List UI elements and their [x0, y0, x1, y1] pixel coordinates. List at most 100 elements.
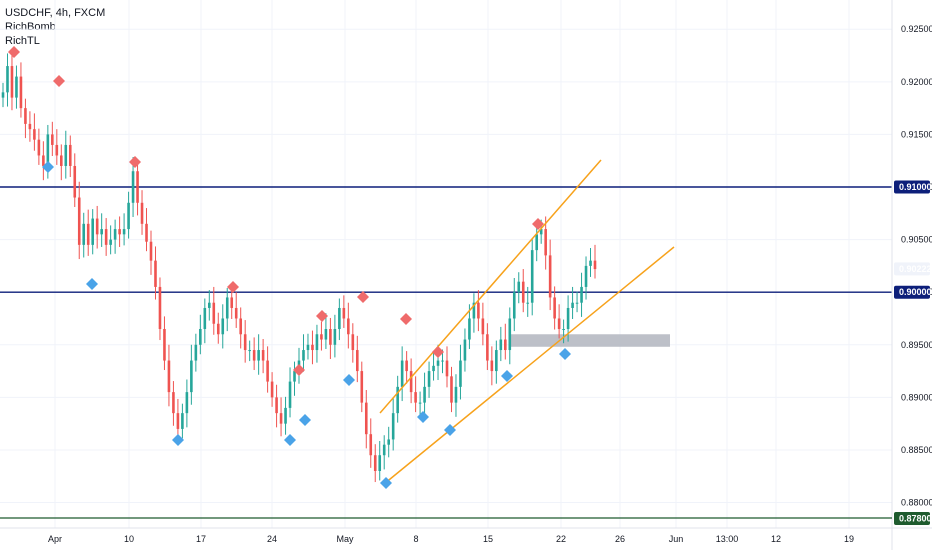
- candle-body-up[interactable]: [293, 371, 296, 382]
- candle-body-up[interactable]: [432, 365, 435, 372]
- candle-body-down[interactable]: [216, 323, 220, 335]
- candle-body-up[interactable]: [580, 286, 583, 303]
- candle-body-up[interactable]: [315, 334, 319, 351]
- candle-body-up[interactable]: [288, 381, 292, 408]
- candle-body-up[interactable]: [539, 229, 543, 235]
- candle-body-down[interactable]: [414, 392, 417, 403]
- candle-body-down[interactable]: [104, 229, 108, 245]
- candle-body-down[interactable]: [10, 66, 14, 98]
- candle-body-up[interactable]: [387, 439, 390, 445]
- bomb-marker-top[interactable]: [8, 46, 20, 58]
- candle-body-down[interactable]: [68, 144, 72, 166]
- candle-body-down[interactable]: [266, 360, 269, 382]
- candle-body-up[interactable]: [508, 318, 512, 351]
- candle-body-down[interactable]: [167, 360, 171, 393]
- candle-body-down[interactable]: [320, 334, 323, 340]
- candle-body-down[interactable]: [275, 397, 278, 414]
- candle-body-down[interactable]: [409, 371, 413, 393]
- candle-body-up[interactable]: [463, 339, 467, 361]
- candle-body-down[interactable]: [154, 260, 157, 287]
- bomb-marker-bottom[interactable]: [86, 278, 98, 290]
- candle-body-up[interactable]: [436, 360, 440, 366]
- candle-body-down[interactable]: [136, 171, 139, 203]
- candle-body-down[interactable]: [158, 286, 162, 330]
- candle-body-down[interactable]: [481, 318, 485, 335]
- candle-body-down[interactable]: [55, 144, 59, 156]
- candle-body-up[interactable]: [203, 307, 207, 330]
- candle-body-up[interactable]: [15, 76, 18, 98]
- candle-body-up[interactable]: [378, 455, 382, 471]
- candle-body-down[interactable]: [28, 123, 32, 130]
- candle-body-down[interactable]: [279, 413, 283, 424]
- candle-body-up[interactable]: [530, 250, 534, 303]
- candle-body-up[interactable]: [441, 360, 444, 362]
- bomb-marker-bottom[interactable]: [172, 434, 184, 446]
- candle-body-down[interactable]: [24, 108, 27, 124]
- candle-body-down[interactable]: [252, 350, 256, 361]
- candle-body-up[interactable]: [221, 318, 225, 335]
- candle-body-up[interactable]: [100, 229, 103, 235]
- candle-body-down[interactable]: [490, 360, 494, 372]
- candle-body-up[interactable]: [333, 329, 337, 345]
- candle-body-down[interactable]: [342, 307, 346, 319]
- candle-body-up[interactable]: [6, 66, 9, 93]
- bomb-marker-bottom[interactable]: [417, 411, 429, 423]
- candle-body-up[interactable]: [418, 402, 422, 404]
- candle-body-down[interactable]: [230, 297, 234, 308]
- candle-body-down[interactable]: [347, 318, 350, 335]
- candle-body-up[interactable]: [1, 92, 5, 98]
- candle-body-up[interactable]: [454, 386, 458, 403]
- candle-body-down[interactable]: [239, 318, 242, 335]
- bomb-marker-top[interactable]: [227, 281, 239, 293]
- candle-body-down[interactable]: [145, 223, 148, 242]
- candle-body-down[interactable]: [356, 350, 359, 372]
- candle-body-down[interactable]: [557, 318, 561, 330]
- candle-body-up[interactable]: [468, 318, 471, 340]
- candle-body-down[interactable]: [176, 413, 180, 429]
- bomb-marker-bottom[interactable]: [501, 370, 513, 382]
- candle-body-up[interactable]: [584, 265, 588, 287]
- candle-body-down[interactable]: [486, 334, 489, 361]
- candle-body-up[interactable]: [562, 329, 565, 331]
- candle-body-down[interactable]: [360, 371, 364, 403]
- candle-body-down[interactable]: [33, 129, 36, 140]
- candle-body-up[interactable]: [589, 260, 592, 266]
- candle-body-down[interactable]: [450, 376, 453, 403]
- candle-body-down[interactable]: [234, 307, 238, 319]
- bomb-marker-bottom[interactable]: [444, 424, 456, 436]
- candle-body-down[interactable]: [149, 241, 153, 261]
- candle-body-up[interactable]: [181, 413, 184, 429]
- candle-body-up[interactable]: [495, 350, 498, 372]
- channel-lower-trendline[interactable]: [383, 246, 675, 485]
- candle-body-down[interactable]: [118, 229, 121, 235]
- candle-body-up[interactable]: [208, 302, 211, 308]
- candle-body-up[interactable]: [127, 202, 130, 230]
- candle-body-up[interactable]: [472, 302, 476, 319]
- candle-body-down[interactable]: [593, 260, 597, 270]
- candle-body-down[interactable]: [42, 155, 45, 166]
- bomb-marker-top[interactable]: [316, 310, 328, 322]
- legend-indicator-richbomb[interactable]: RichBomb: [5, 21, 56, 33]
- bomb-marker-top[interactable]: [400, 313, 412, 325]
- candle-body-down[interactable]: [544, 229, 547, 256]
- candle-body-up[interactable]: [113, 229, 117, 240]
- candle-body-down[interactable]: [553, 297, 556, 319]
- candle-body-up[interactable]: [535, 234, 538, 251]
- bomb-marker-bottom[interactable]: [284, 434, 296, 446]
- candle-body-up[interactable]: [571, 302, 574, 308]
- candle-body-up[interactable]: [194, 344, 198, 361]
- candle-body-up[interactable]: [82, 223, 86, 245]
- candle-body-up[interactable]: [122, 229, 126, 235]
- candle-body-up[interactable]: [427, 371, 431, 387]
- candle-body-up[interactable]: [391, 413, 395, 440]
- candle-body-down[interactable]: [60, 155, 63, 166]
- candle-body-down[interactable]: [77, 197, 81, 245]
- candle-body-up[interactable]: [91, 218, 94, 245]
- channel-upper-trendline[interactable]: [379, 159, 602, 414]
- candle-body-up[interactable]: [284, 407, 287, 424]
- bomb-marker-top[interactable]: [129, 156, 141, 168]
- candle-body-up[interactable]: [566, 307, 570, 330]
- candle-body-up[interactable]: [185, 392, 189, 414]
- candle-body-up[interactable]: [306, 344, 310, 351]
- candle-body-down[interactable]: [243, 334, 247, 351]
